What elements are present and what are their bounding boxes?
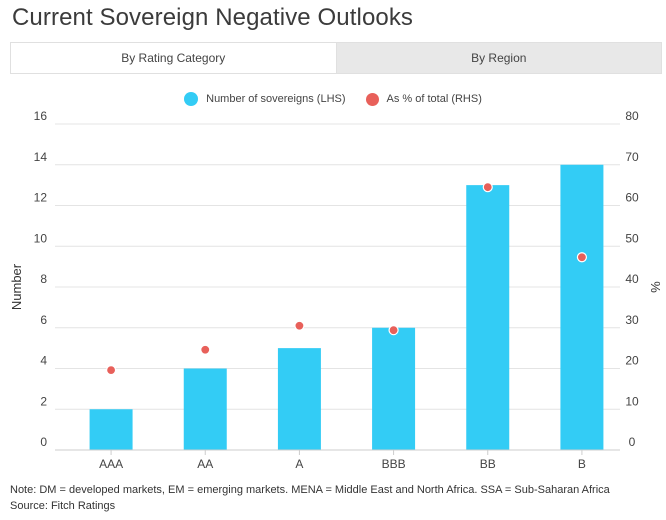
legend-item-dots[interactable]: As % of total (RHS) — [365, 92, 482, 106]
y-tick-label-right: 10 — [625, 394, 639, 408]
y-tick-label-left: 2 — [40, 394, 47, 408]
data-point — [105, 365, 117, 376]
tab-by-rating-category[interactable]: By Rating Category — [11, 43, 337, 73]
bar — [89, 409, 133, 450]
bar — [560, 164, 604, 450]
note-text: Note: DM = developed markets, EM = emerg… — [10, 484, 610, 496]
y-tick-label-right: 80 — [625, 110, 639, 123]
x-tick-label: AA — [197, 457, 213, 471]
y-tick-label-right: 60 — [625, 191, 639, 205]
y-tick-label-right: 20 — [625, 354, 639, 368]
y-tick-label-right: 70 — [625, 150, 639, 164]
y-axis-title-right: % — [648, 281, 663, 293]
legend-item-bars[interactable]: Number of sovereigns (LHS) — [184, 92, 346, 106]
bar — [372, 327, 416, 450]
y-axis-title-left: Number — [9, 263, 24, 310]
legend-label-bars: Number of sovereigns (LHS) — [206, 93, 346, 105]
y-tick-label-left: 8 — [40, 272, 47, 286]
y-tick-label-left: 14 — [34, 150, 48, 164]
bar — [277, 348, 321, 450]
y-tick-label-left: 6 — [40, 313, 47, 327]
y-tick-label-left: 12 — [34, 191, 48, 205]
data-point — [388, 325, 399, 336]
tab-by-region[interactable]: By Region — [336, 43, 661, 73]
legend-swatch-dots — [365, 92, 379, 106]
y-tick-label-right: 40 — [625, 272, 639, 286]
x-tick-label: AAA — [99, 457, 123, 471]
x-tick-label: A — [295, 457, 303, 471]
x-tick-label: B — [578, 457, 586, 471]
bar — [466, 185, 510, 450]
y-tick-label-right: 50 — [625, 231, 639, 245]
bar — [183, 368, 227, 450]
y-tick-label-left: 16 — [34, 110, 48, 123]
y-tick-label-left: 0 — [40, 435, 47, 449]
chart-footnote: Note: DM = developed markets, EM = emerg… — [10, 482, 610, 514]
data-point — [482, 182, 493, 193]
legend-label-dots: As % of total (RHS) — [386, 93, 482, 105]
data-point — [294, 320, 305, 331]
data-point — [576, 252, 588, 263]
x-tick-label: BBB — [382, 457, 406, 471]
source-text: Source: Fitch Ratings — [10, 500, 116, 512]
y-tick-label-right: 0 — [629, 435, 636, 449]
data-point — [200, 344, 211, 355]
x-tick-label: BB — [480, 457, 496, 471]
page-title: Current Sovereign Negative Outlooks — [12, 4, 414, 31]
legend-swatch-bars — [184, 92, 199, 106]
y-tick-label-right: 30 — [625, 313, 639, 327]
chart-legend: Number of sovereigns (LHS) As % of total… — [0, 92, 666, 106]
y-tick-label-left: 4 — [40, 354, 47, 368]
y-tick-label-left: 10 — [34, 231, 48, 245]
tab-bar: By Rating Category By Region — [10, 42, 662, 74]
